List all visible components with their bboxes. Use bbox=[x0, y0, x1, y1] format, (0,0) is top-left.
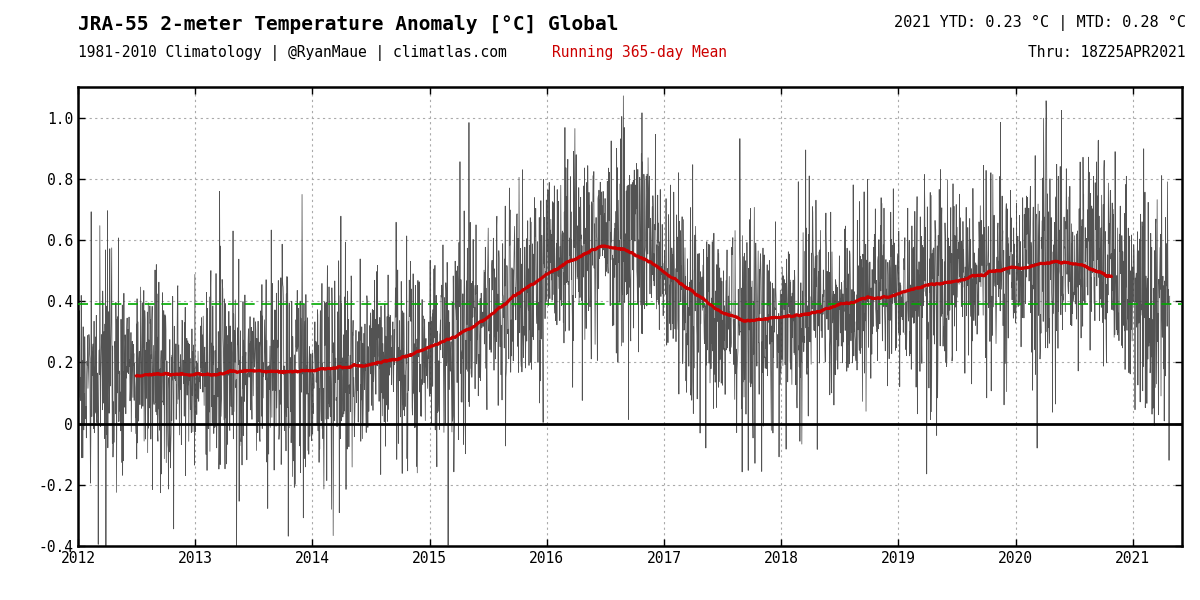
Text: 2021 YTD: 0.23 °C | MTD: 0.28 °C: 2021 YTD: 0.23 °C | MTD: 0.28 °C bbox=[894, 15, 1186, 31]
Text: Running 365-day Mean: Running 365-day Mean bbox=[552, 45, 727, 60]
Text: Thru: 18Z25APR2021: Thru: 18Z25APR2021 bbox=[1028, 45, 1186, 60]
Text: JRA-55 2-meter Temperature Anomaly [°C] Global: JRA-55 2-meter Temperature Anomaly [°C] … bbox=[78, 15, 618, 34]
Text: 1981-2010 Climatology | @RyanMaue | climatlas.com: 1981-2010 Climatology | @RyanMaue | clim… bbox=[78, 45, 506, 61]
